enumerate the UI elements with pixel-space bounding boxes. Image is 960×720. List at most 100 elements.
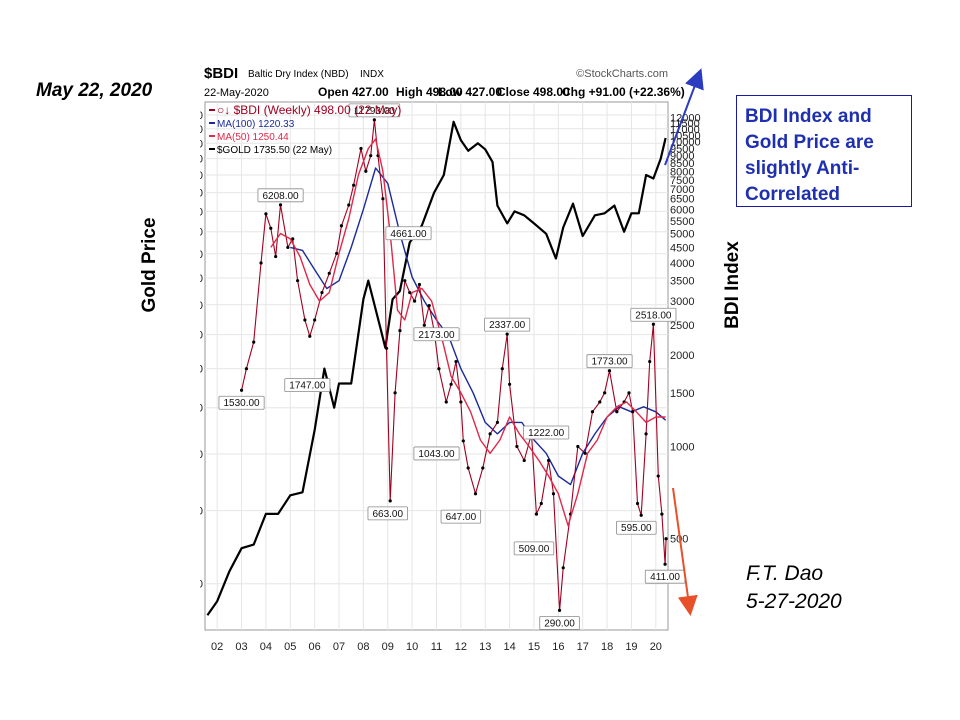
- annotation-text: 647.00: [446, 512, 477, 523]
- annotation-text: 1747.00: [289, 381, 326, 392]
- gold-tick-label: 1500: [200, 170, 203, 182]
- x-tick-label: 14: [503, 641, 515, 653]
- x-tick-label: 13: [479, 641, 491, 653]
- bdi-tick-label: 11500: [670, 118, 700, 130]
- bdi-tick-label: 7500: [670, 175, 694, 187]
- annotation-text: 595.00: [621, 523, 652, 534]
- bdi-tick-label: 4500: [670, 242, 694, 254]
- note-box: BDI Index and Gold Price are slightly An…: [736, 95, 912, 207]
- annotation-box: [484, 317, 531, 332]
- bdi-tick-label: 10000: [670, 137, 701, 149]
- bdi-point: [398, 329, 402, 333]
- annotation-text: 2173.00: [418, 330, 455, 341]
- chart-low: Low 427.00: [438, 85, 502, 99]
- annotation-label: 647.00: [440, 509, 482, 524]
- annotation-text: 1773.00: [591, 357, 628, 368]
- bdi-point: [466, 466, 470, 470]
- bdi-point: [359, 146, 363, 151]
- series-ma100-line: [290, 167, 667, 486]
- bdi-point: [656, 474, 660, 478]
- bdi-point: [488, 432, 492, 436]
- annotation-box: [513, 541, 555, 556]
- annotation-box: [630, 307, 677, 322]
- author-date: 5-27-2020: [746, 590, 842, 613]
- annotation-box: [367, 506, 408, 521]
- x-tick-label: 17: [577, 641, 589, 653]
- bdi-tick-label: 5000: [670, 228, 694, 240]
- x-tick-label: 20: [650, 641, 662, 653]
- bdi-tick-label: 6500: [670, 194, 694, 206]
- bdi-point: [364, 169, 368, 173]
- bdi-point: [352, 183, 356, 187]
- bdi-tick-label: 3500: [670, 276, 694, 288]
- bdi-point: [534, 512, 539, 516]
- annotation-box: [539, 615, 580, 630]
- annotation-label: 1747.00: [284, 378, 331, 393]
- bdi-tick-label: 9000: [670, 151, 694, 163]
- x-tick-label: 03: [235, 641, 247, 653]
- bdi-point: [403, 279, 407, 283]
- bdi-point: [663, 562, 667, 566]
- annotation-layer: 1530.00 6208.00 1747.00 11793.00 4661.00 663.…: [218, 103, 686, 630]
- bdi-point: [422, 323, 426, 327]
- series-ma50-line: [270, 138, 666, 527]
- annotation-box: [385, 226, 432, 241]
- annotation-text: 2337.00: [489, 320, 526, 331]
- chart-exchange: INDX: [360, 69, 384, 80]
- bdi-point: [264, 212, 268, 216]
- annotation-label: 595.00: [616, 520, 657, 535]
- x-tick-label: 06: [309, 641, 321, 653]
- x-tick-label: 09: [382, 641, 394, 653]
- gold-tick-label: 600: [200, 403, 203, 415]
- bdi-point: [417, 282, 422, 287]
- bdi-point: [308, 334, 312, 338]
- legend-label-ma50: MA(50) 1250.44: [217, 132, 289, 143]
- bdi-point: [644, 432, 648, 436]
- bdi-tick-label: 8500: [670, 158, 694, 170]
- bdi-point: [444, 400, 448, 404]
- x-tick-label: 08: [357, 641, 369, 653]
- bdi-point: [449, 382, 453, 386]
- gold-tick-label: 1200: [200, 227, 203, 239]
- x-tick-label: 12: [455, 641, 467, 653]
- legend-label-ma100: MA(100) 1220.33: [217, 119, 295, 130]
- bdi-tick-label: 2000: [670, 350, 694, 362]
- gold-tick-label: 1700: [200, 138, 203, 150]
- bdi-point: [327, 271, 331, 275]
- annotation-label: 2518.00: [630, 307, 677, 322]
- bdi-point: [286, 245, 290, 250]
- annotation-label: 2173.00: [413, 327, 460, 342]
- annotation-text: 1530.00: [223, 398, 260, 409]
- bdi-point: [388, 499, 392, 503]
- bdi-point: [631, 410, 635, 414]
- annotation-text: 509.00: [519, 544, 550, 555]
- bdi-point: [339, 224, 344, 228]
- series-bdi-line: [241, 119, 667, 611]
- bdi-tick-label: 9500: [670, 144, 694, 156]
- bdi-point: [269, 226, 273, 230]
- annotation-box: [348, 103, 401, 118]
- bdi-point: [259, 261, 263, 265]
- gold-tick-label: 1600: [200, 154, 203, 166]
- bdi-tick-label: 1500: [670, 388, 694, 400]
- annotation-text: 1043.00: [418, 449, 455, 460]
- annotation-label: 1530.00: [218, 395, 265, 410]
- chart-symbol: $BDI: [204, 65, 238, 82]
- bdi-tick-label: 12000: [670, 113, 701, 125]
- annotation-text: 4661.00: [390, 229, 427, 240]
- bdi-tick-label: 6000: [670, 204, 694, 216]
- annotation-text: 411.00: [650, 572, 680, 583]
- annotation-box: [523, 425, 570, 440]
- bdi-point: [639, 513, 643, 517]
- bdi-point: [505, 332, 509, 336]
- series-gold-line: [206, 120, 667, 616]
- annotation-label: 11793.00: [348, 103, 401, 118]
- annotation-label: 509.00: [513, 541, 555, 556]
- bdi-point: [508, 382, 512, 386]
- legend-label-gold: $GOLD 1735.50 (22 May): [217, 145, 332, 156]
- down-arrow: [672, 487, 698, 616]
- bdi-tick-label: 4000: [670, 258, 694, 270]
- bdi-point: [274, 254, 278, 259]
- bdi-point: [384, 346, 389, 350]
